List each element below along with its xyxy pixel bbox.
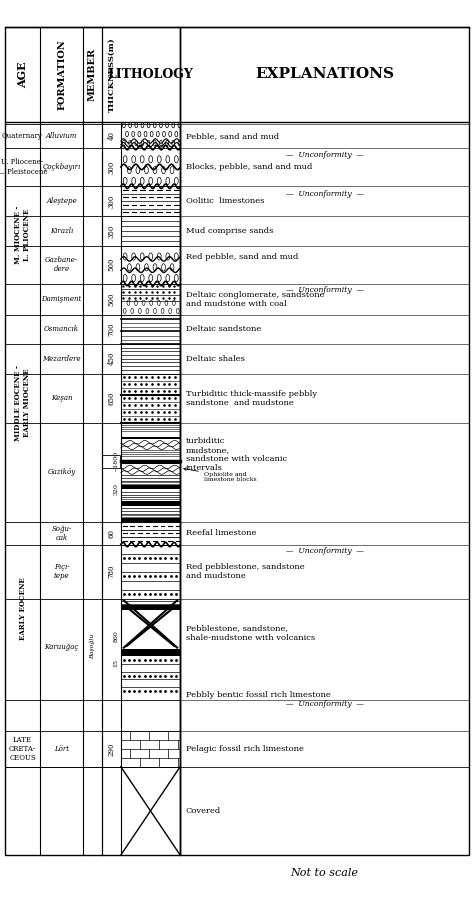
Bar (121, 284, 180, 315)
Text: 350: 350 (108, 224, 115, 238)
Text: EXPLANATIONS: EXPLANATIONS (255, 68, 394, 81)
Bar (121, 315, 180, 344)
Text: Gazbane-
dere: Gazbane- dere (45, 256, 78, 274)
Bar (121, 767, 180, 855)
Text: Pebbly bentic fossil rich limestone: Pebbly bentic fossil rich limestone (186, 691, 330, 698)
Bar (102, 454, 120, 468)
Text: 700: 700 (108, 322, 115, 336)
Text: 15: 15 (113, 659, 118, 667)
Text: Alluvium: Alluvium (46, 132, 77, 140)
Bar (121, 731, 180, 767)
Text: —  Unconformity  —: — Unconformity — (286, 151, 364, 158)
Bar (5, 27, 180, 855)
Bar (121, 544, 180, 598)
Text: Osmancık: Osmancık (44, 326, 79, 333)
Text: Başoğlu: Başoğlu (90, 634, 95, 660)
Text: Gaziköy: Gaziköy (47, 469, 76, 476)
Text: FORMATION: FORMATION (57, 39, 66, 110)
Text: 500: 500 (108, 257, 115, 272)
Text: Soğu-
cak: Soğu- cak (52, 525, 72, 542)
Text: M. MIOCENE -
L. PLIOCENE: M. MIOCENE - L. PLIOCENE (14, 206, 31, 264)
Text: Deltaic conglomerate, sandstone
and mudstone with coal: Deltaic conglomerate, sandstone and muds… (186, 291, 324, 308)
Text: Kirazlı: Kirazlı (50, 227, 73, 235)
Text: 780: 780 (108, 565, 115, 579)
Text: Çoçkbayırı: Çoçkbayırı (43, 163, 81, 171)
Text: MEMBER: MEMBER (88, 48, 97, 101)
Text: 290: 290 (108, 742, 115, 756)
Text: Blocks, pebble, sand and mud: Blocks, pebble, sand and mud (186, 163, 312, 171)
Text: ~1800: ~1800 (113, 451, 118, 472)
Text: Red pebblestone, sandstone
and mudstone: Red pebblestone, sandstone and mudstone (186, 562, 304, 580)
Text: 320: 320 (113, 482, 118, 495)
Text: —  Unconformity  —: — Unconformity — (286, 547, 364, 554)
Text: Pelagic fossil rich limestone: Pelagic fossil rich limestone (186, 745, 304, 752)
Text: Turbiditic thick-massife pebbly
sandstone  and mudstone: Turbiditic thick-massife pebbly sandston… (186, 390, 317, 407)
Bar (121, 518, 180, 522)
Text: Covered: Covered (186, 807, 221, 815)
Bar (121, 246, 180, 284)
Text: Oolitic  limestones: Oolitic limestones (186, 197, 264, 205)
Text: Mud comprise sands: Mud comprise sands (186, 227, 273, 235)
Bar (121, 485, 180, 489)
Text: EARLY EOCENE: EARLY EOCENE (18, 577, 27, 640)
Text: 860: 860 (113, 630, 118, 642)
Text: —  Unconformity  —: — Unconformity — (286, 286, 364, 293)
Bar (121, 344, 180, 374)
Text: 60: 60 (108, 529, 115, 537)
Text: Pebble, sand and mud: Pebble, sand and mud (186, 132, 279, 140)
Text: Karuuğaç: Karuuğaç (45, 643, 79, 651)
Text: Quaternary: Quaternary (2, 132, 43, 140)
Text: —  Unconformity  —: — Unconformity — (286, 190, 364, 197)
Text: LITHOLOGY: LITHOLOGY (108, 68, 193, 81)
Text: Reefal limestone: Reefal limestone (186, 529, 256, 537)
Text: Not to scale: Not to scale (291, 868, 359, 878)
Text: 450: 450 (108, 352, 115, 365)
Bar (121, 374, 180, 423)
Bar (121, 606, 180, 610)
Bar (121, 522, 180, 544)
Text: Keşan: Keşan (51, 394, 73, 402)
Bar (180, 27, 469, 855)
Text: MIDDLE EOCENE -
EARLY MIOCENE: MIDDLE EOCENE - EARLY MIOCENE (14, 364, 31, 441)
Bar (121, 649, 180, 656)
Text: 650: 650 (108, 392, 115, 405)
Bar (121, 501, 180, 506)
Text: Damişment: Damişment (41, 295, 82, 303)
Bar (121, 462, 180, 464)
Text: Deltaic shales: Deltaic shales (186, 355, 245, 363)
Text: turbiditic
mudstone,
sandstone with volcanic
intervals: turbiditic mudstone, sandstone with volc… (186, 436, 287, 472)
Bar (121, 216, 180, 246)
Bar (121, 436, 180, 439)
Text: Pebblestone, sandstone,
shale-mudstone with volcanics: Pebblestone, sandstone, shale-mudstone w… (186, 625, 315, 642)
Text: Red pebble, sand and mud: Red pebble, sand and mud (186, 254, 298, 261)
Bar (121, 148, 180, 186)
Text: Deltaic sandstone: Deltaic sandstone (186, 326, 261, 333)
Bar (121, 598, 180, 695)
Text: Aleştepe: Aleştepe (46, 197, 77, 205)
Text: 500: 500 (108, 292, 115, 306)
Bar (121, 186, 180, 216)
Text: AGE: AGE (17, 61, 28, 87)
Text: U. Pliocene-
L. Pleistocene: U. Pliocene- L. Pleistocene (0, 158, 47, 176)
Text: Mezardere: Mezardere (42, 355, 81, 363)
Text: 300: 300 (108, 160, 115, 174)
Text: Lört: Lört (54, 745, 69, 752)
Bar (121, 423, 180, 522)
Bar (121, 124, 180, 148)
Text: 40: 40 (108, 131, 115, 140)
Text: Ophiolite and
limestone blocks: Ophiolite and limestone blocks (184, 468, 256, 482)
Text: LATE
CRETA-
CEOUS: LATE CRETA- CEOUS (9, 735, 36, 762)
Text: —  Unconformity  —: — Unconformity — (286, 700, 364, 707)
Text: THICKNESS(m): THICKNESS(m) (108, 37, 115, 112)
Text: 300: 300 (108, 194, 115, 208)
Text: Fıçı-
tepe: Fıçı- tepe (54, 562, 69, 580)
